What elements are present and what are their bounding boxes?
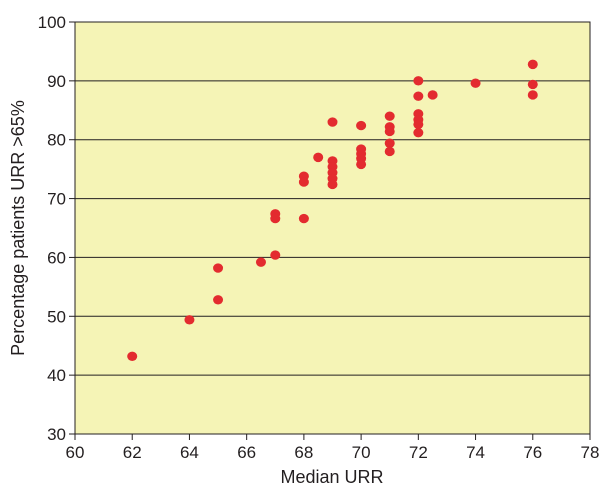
y-tick-label: 60	[47, 248, 66, 267]
x-axis-ticks: 60 62 64 66 68 70 72 74 76 78	[66, 434, 600, 462]
y-tick-label: 100	[38, 13, 66, 32]
y-axis-ticks: 30 40 50 60 70 80 90 100	[38, 13, 75, 444]
data-point	[356, 159, 367, 170]
data-point	[470, 78, 481, 88]
x-tick-label: 60	[66, 443, 85, 462]
plot-area	[75, 22, 590, 434]
data-point	[384, 146, 395, 157]
data-point	[413, 119, 424, 130]
data-point	[384, 138, 395, 148]
x-tick-label: 72	[409, 443, 428, 462]
data-point	[213, 295, 224, 305]
plot-frame	[74, 21, 591, 435]
x-tick-label: 68	[294, 443, 313, 462]
data-point	[127, 351, 138, 362]
x-tick-label: 62	[123, 443, 142, 462]
data-point	[184, 315, 195, 325]
x-tick-label: 66	[237, 443, 256, 462]
y-tick-label: 90	[47, 72, 66, 91]
x-tick-label: 70	[352, 443, 371, 462]
data-point	[356, 120, 367, 131]
data-point	[255, 257, 266, 267]
data-point	[527, 90, 538, 100]
data-point	[327, 179, 338, 190]
data-point	[298, 177, 309, 187]
x-axis-title: Median URR	[280, 467, 383, 487]
data-point	[384, 111, 395, 121]
data-point	[413, 91, 424, 101]
y-tick-label: 30	[47, 425, 66, 444]
data-point	[313, 152, 324, 163]
y-tick-label: 80	[47, 131, 66, 150]
data-points	[127, 59, 538, 362]
x-tick-label: 74	[466, 443, 485, 462]
x-tick-label: 64	[180, 443, 199, 462]
y-tick-label: 40	[47, 366, 66, 385]
data-point	[427, 90, 438, 100]
y-axis-title: Percentage patients URR >65%	[8, 100, 28, 356]
data-point	[413, 127, 424, 138]
y-tick-label: 50	[47, 307, 66, 326]
data-point	[213, 263, 224, 273]
data-point	[527, 79, 538, 90]
data-point	[384, 126, 395, 137]
data-point	[298, 213, 309, 224]
x-tick-label: 76	[523, 443, 542, 462]
data-point	[413, 76, 424, 86]
gridlines	[75, 80, 590, 376]
data-point	[327, 117, 338, 127]
data-point	[527, 59, 538, 70]
x-tick-label: 78	[581, 443, 600, 462]
data-point	[270, 213, 281, 224]
y-tick-label: 70	[47, 190, 66, 209]
data-point	[270, 250, 281, 260]
